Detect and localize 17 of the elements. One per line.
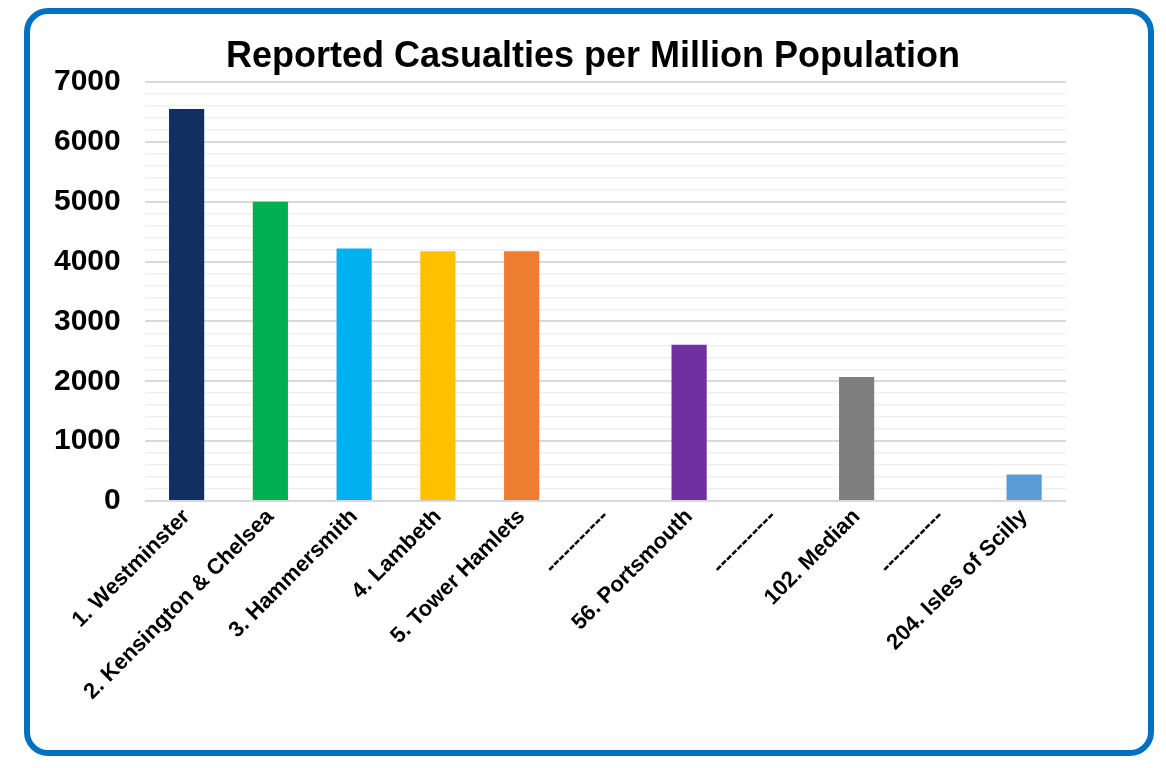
- y-tick-label: 3000: [53, 302, 121, 336]
- bar: [169, 108, 205, 500]
- bar: [671, 344, 707, 500]
- y-tick-label: 0: [104, 482, 121, 516]
- bar: [1006, 474, 1042, 500]
- bar: [420, 251, 456, 500]
- chart-title: Reported Casualties per Million Population: [225, 34, 961, 75]
- y-tick-label: 2000: [53, 362, 121, 396]
- y-tick-label: 7000: [53, 63, 121, 97]
- bar: [252, 201, 288, 500]
- y-tick-label: 4000: [53, 242, 121, 276]
- y-tick-label: 5000: [53, 182, 121, 216]
- y-tick-label: 1000: [53, 422, 121, 456]
- bar: [839, 377, 875, 500]
- y-tick-label: 6000: [53, 123, 121, 157]
- bar: [504, 251, 540, 500]
- bar: [336, 248, 372, 500]
